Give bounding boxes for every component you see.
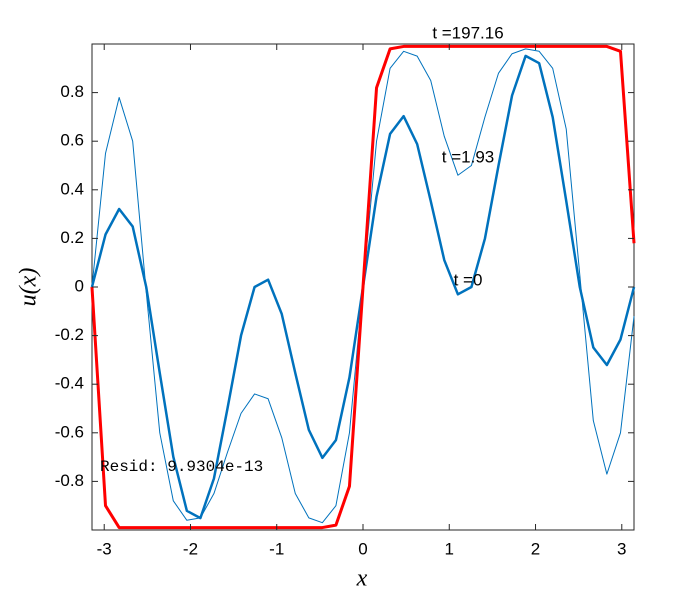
y-tick-label: 0.8 xyxy=(60,82,84,101)
x-tick-label: -2 xyxy=(183,539,198,558)
y-tick-label: -0.2 xyxy=(55,325,84,344)
annotation: t =0 xyxy=(454,270,483,289)
x-tick-label: -1 xyxy=(269,539,284,558)
y-tick-label: -0.8 xyxy=(55,471,84,490)
y-tick-label: 0.4 xyxy=(60,179,84,198)
y-tick-label: 0.6 xyxy=(60,131,84,150)
y-tick-label: -0.4 xyxy=(55,374,84,393)
annotation: Resid: 9.9304e-13 xyxy=(100,458,263,476)
y-tick-label: -0.6 xyxy=(55,422,84,441)
annotation: t =197.16 xyxy=(432,23,503,42)
x-tick-label: 0 xyxy=(358,539,367,558)
x-tick-label: 1 xyxy=(445,539,454,558)
x-axis-label: x xyxy=(356,566,368,592)
y-tick-label: 0 xyxy=(75,276,84,295)
y-axis-label: u(x) xyxy=(16,268,42,307)
x-tick-label: 3 xyxy=(617,539,626,558)
annotation: t =1.93 xyxy=(442,147,494,166)
x-tick-label: -3 xyxy=(97,539,112,558)
y-tick-label: 0.2 xyxy=(60,228,84,247)
x-tick-label: 2 xyxy=(531,539,540,558)
curve xyxy=(90,44,636,530)
